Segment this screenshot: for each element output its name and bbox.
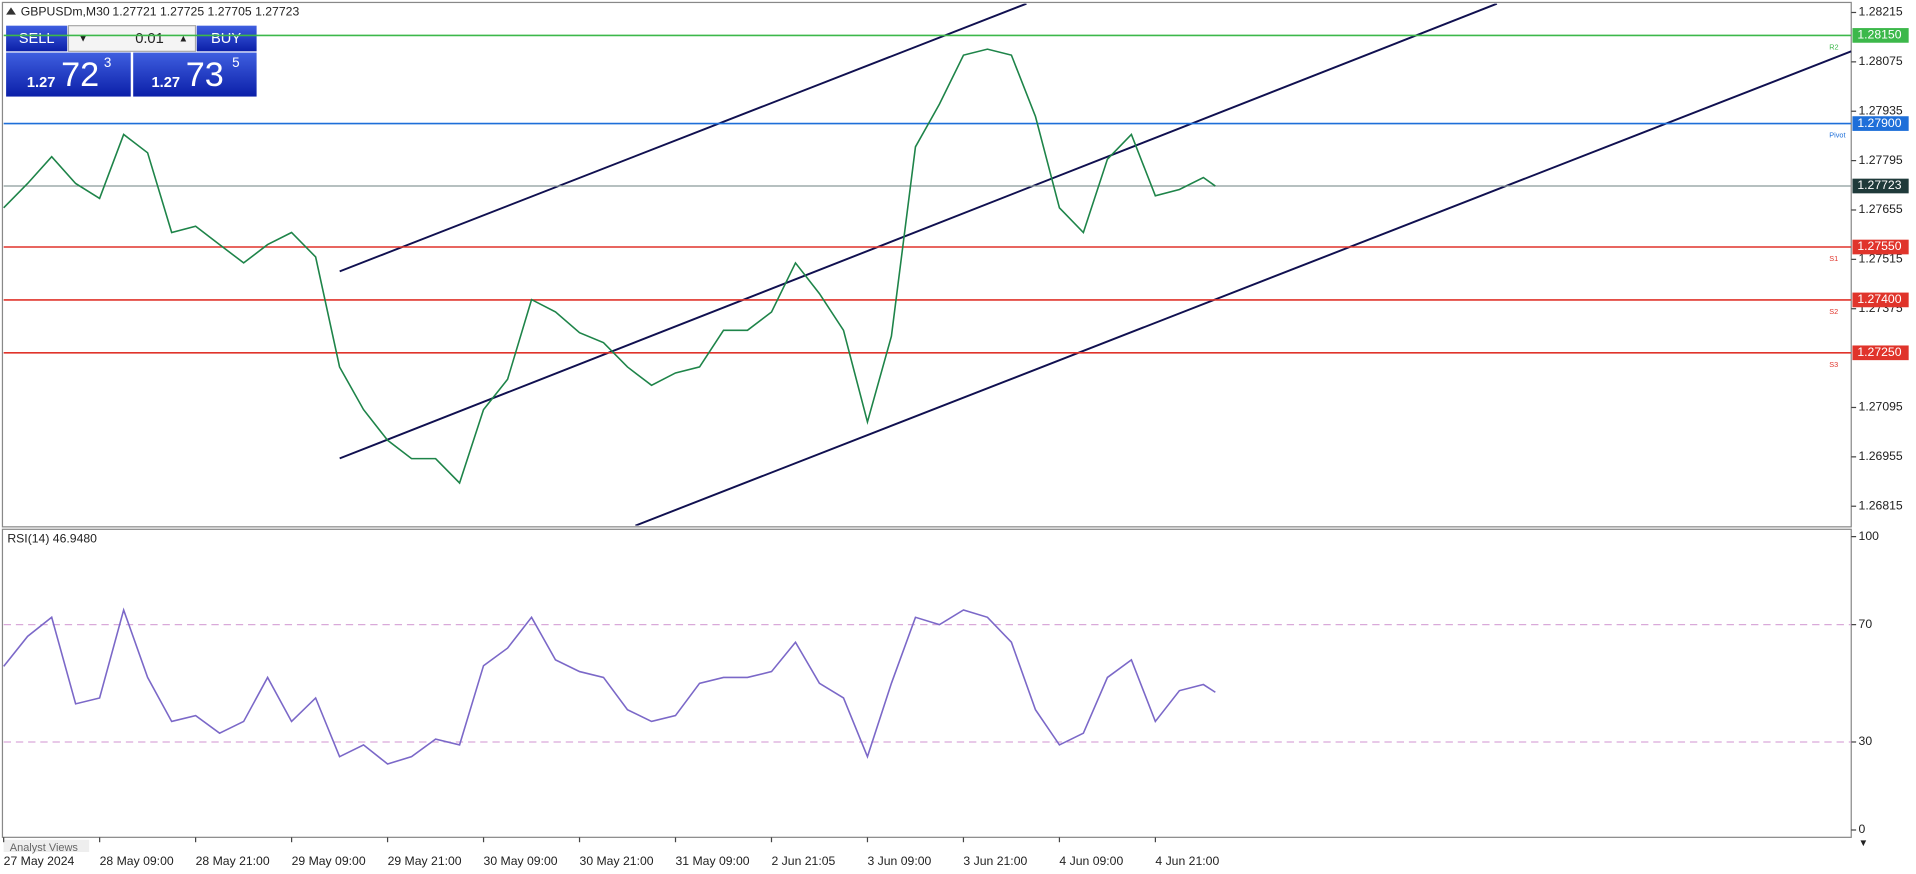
price-line <box>3 48 1216 485</box>
level-price: 1.28150 <box>1857 28 1901 42</box>
lot-down[interactable]: ▼ <box>78 34 88 45</box>
quote: 1.27721 1.27725 1.27705 1.27723 <box>112 4 299 18</box>
level-name: S2 <box>1829 307 1838 316</box>
level-price: 1.27250 <box>1857 345 1901 359</box>
trendline <box>339 3 1027 273</box>
bid-point: 3 <box>104 55 111 70</box>
y-tick-label: 1.28215 <box>1859 5 1903 19</box>
y-tick-label: 1.27515 <box>1859 252 1903 266</box>
lot-value[interactable]: 0.01 <box>135 31 164 47</box>
x-tick-label: 27 May 2024 <box>4 854 75 868</box>
rsi-title: RSI(14) 46.9480 <box>7 531 97 545</box>
x-tick-label: 4 Jun 09:00 <box>1059 854 1123 868</box>
x-tick-label: 28 May 21:00 <box>196 854 270 868</box>
x-tick-label: 28 May 09:00 <box>100 854 174 868</box>
x-tick-label: 31 May 09:00 <box>676 854 750 868</box>
channel <box>339 3 1852 526</box>
y-tick-label: 1.27795 <box>1859 153 1903 167</box>
bid-big: 1.27 <box>27 75 56 91</box>
ask-pips: 73 <box>186 56 224 94</box>
lot-up[interactable]: ▲ <box>178 34 188 45</box>
current-price-label: 1.27723 <box>1857 178 1901 192</box>
sell-label[interactable]: SELL <box>19 31 55 47</box>
y-tick-label: 1.27095 <box>1859 400 1903 414</box>
level-name: R2 <box>1829 43 1838 52</box>
level-price: 1.27550 <box>1857 239 1901 253</box>
scroll-icon[interactable]: ▼ <box>1859 838 1869 849</box>
x-tick-label: 4 Jun 21:00 <box>1155 854 1219 868</box>
level-price-box <box>1852 239 1909 255</box>
x-tick-label: 30 May 21:00 <box>580 854 654 868</box>
x-tick-label: 29 May 09:00 <box>292 854 366 868</box>
y-tick-label: 100 <box>1859 529 1880 543</box>
y-tick-label: 1.27655 <box>1859 202 1903 216</box>
lot-input[interactable] <box>67 25 197 52</box>
bid-pips: 72 <box>61 56 99 94</box>
rsi-pane <box>1 528 1852 838</box>
buy-label[interactable]: BUY <box>211 31 241 47</box>
analyst-tab-label[interactable]: Analyst Views <box>10 842 79 854</box>
trendline <box>339 3 1498 460</box>
level-price-box <box>1852 28 1909 43</box>
y-tick-label: 1.26955 <box>1859 449 1903 463</box>
level-name: S1 <box>1829 254 1838 263</box>
bid-box[interactable] <box>6 52 131 97</box>
x-tick-label: 3 Jun 09:00 <box>867 854 931 868</box>
y-tick-label: 70 <box>1859 617 1873 631</box>
level-price-box <box>1852 345 1909 361</box>
trendline <box>635 50 1852 526</box>
current-price-box <box>1852 178 1909 194</box>
level-name: Pivot <box>1829 131 1845 140</box>
x-tick-label: 3 Jun 21:00 <box>963 854 1027 868</box>
level-name: S3 <box>1829 360 1838 369</box>
level-price: 1.27900 <box>1857 116 1901 130</box>
ask-point: 5 <box>232 55 239 70</box>
ask-big: 1.27 <box>152 75 181 91</box>
y-tick-label: 1.27935 <box>1859 103 1903 117</box>
y-tick-label: 0 <box>1859 822 1866 836</box>
x-tick-label: 2 Jun 21:05 <box>771 854 835 868</box>
x-tick-label: 29 May 21:00 <box>388 854 462 868</box>
sell-button[interactable] <box>6 25 68 52</box>
one-click-trading: SELL ▼ 0.01 ▲ BUY 1.27 72 3 1.27 73 5 <box>6 25 257 97</box>
y-tick-label: 1.28075 <box>1859 54 1903 68</box>
analyst-tab[interactable] <box>3 839 90 852</box>
main-pane <box>1 1 1852 528</box>
x-tick-label: 30 May 09:00 <box>484 854 558 868</box>
buy-button[interactable] <box>196 25 257 52</box>
y-tick-label: 30 <box>1859 734 1873 748</box>
symbol: GBPUSDm,M30 <box>21 4 110 18</box>
ask-box[interactable] <box>133 52 257 97</box>
level-price-box <box>1852 292 1909 308</box>
y-tick-label: 1.26815 <box>1859 498 1903 512</box>
collapse-icon[interactable] <box>6 7 16 15</box>
level-price: 1.27400 <box>1857 292 1901 306</box>
rsi-line <box>3 607 1216 765</box>
level-price-box <box>1852 116 1909 131</box>
